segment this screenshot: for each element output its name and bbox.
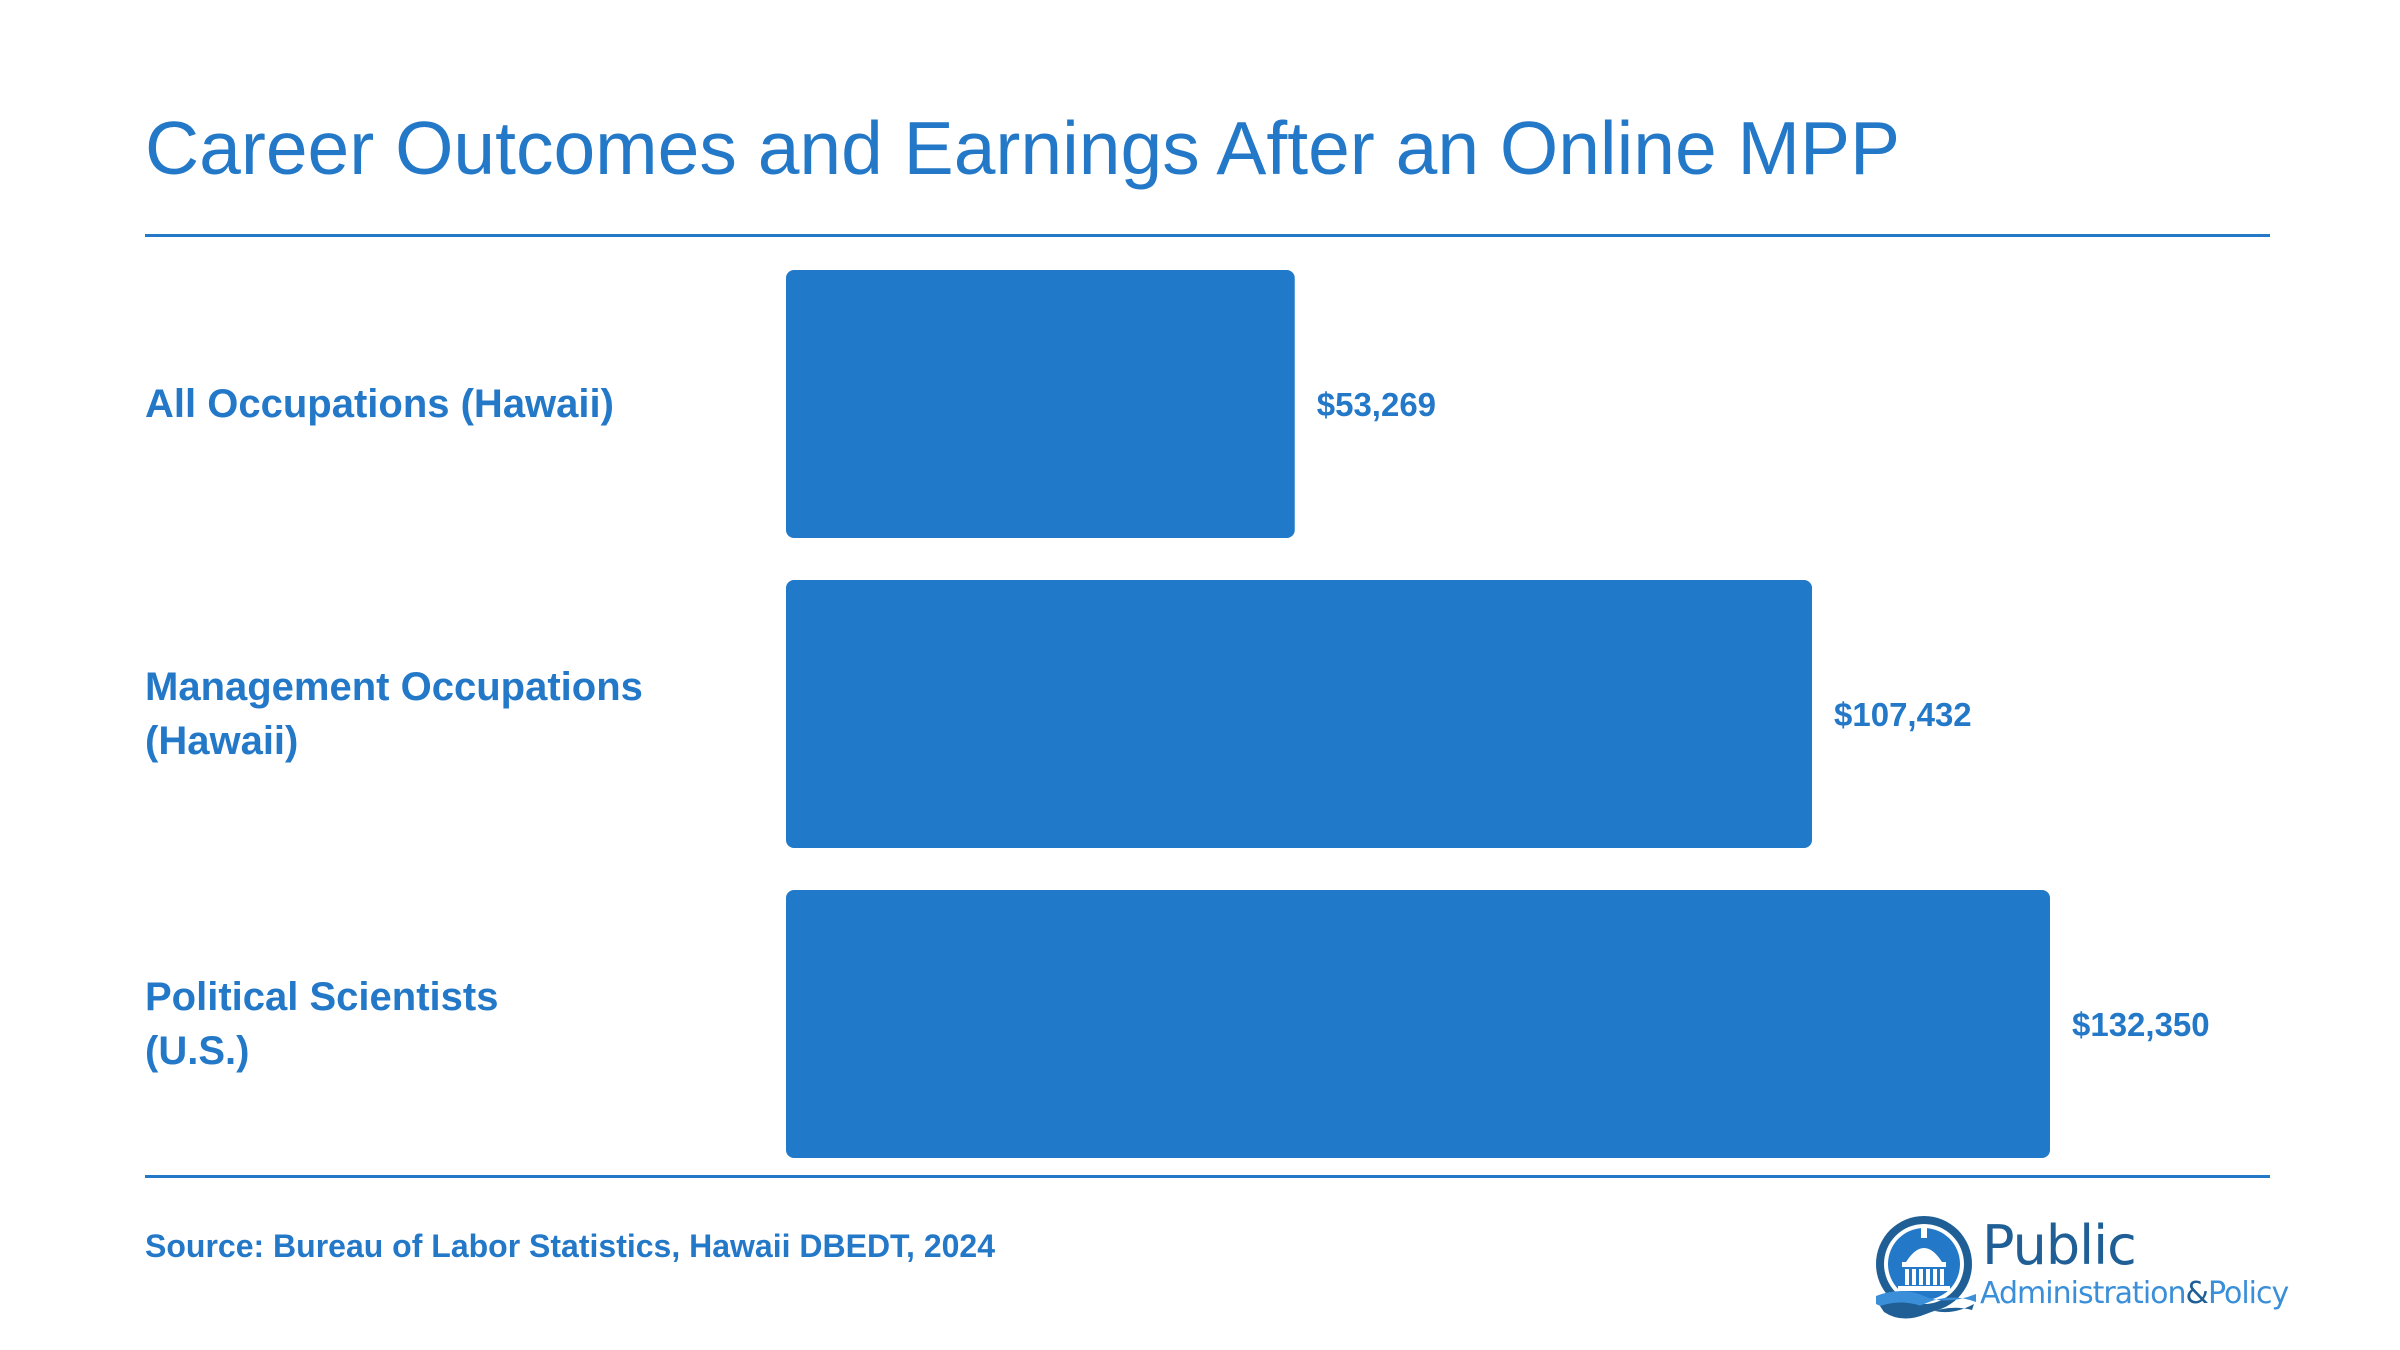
value-label-management-occupations: $107,432: [1834, 696, 1972, 733]
bottom-divider: [145, 1175, 2270, 1178]
bar-political-scientists: [786, 890, 2050, 1158]
bar-all-occupations: [786, 270, 1295, 538]
logo-text-public: Public: [1982, 1214, 2137, 1277]
category-label-all-occupations: All Occupations (Hawaii): [145, 382, 614, 426]
value-label-all-occupations: $53,269: [1317, 386, 1436, 423]
public-administration-policy-logo: Public Administration&Policy: [1872, 1212, 2289, 1322]
category-label-political-scientists: Political Scientists (U.S.): [145, 975, 499, 1073]
category-label-management-occupations: Management Occupations (Hawaii): [145, 665, 643, 763]
source-note: Source: Bureau of Labor Statistics, Hawa…: [145, 1228, 996, 1264]
bar-management-occupations: [786, 580, 1813, 848]
capitol-dome-icon: [1876, 1216, 1976, 1319]
chart-title: Career Outcomes and Earnings After an On…: [145, 106, 1901, 190]
top-divider: [145, 234, 2270, 237]
logo-text-administration-policy: Administration&Policy: [1980, 1276, 2289, 1311]
value-label-political-scientists: $132,350: [2072, 1006, 2210, 1043]
